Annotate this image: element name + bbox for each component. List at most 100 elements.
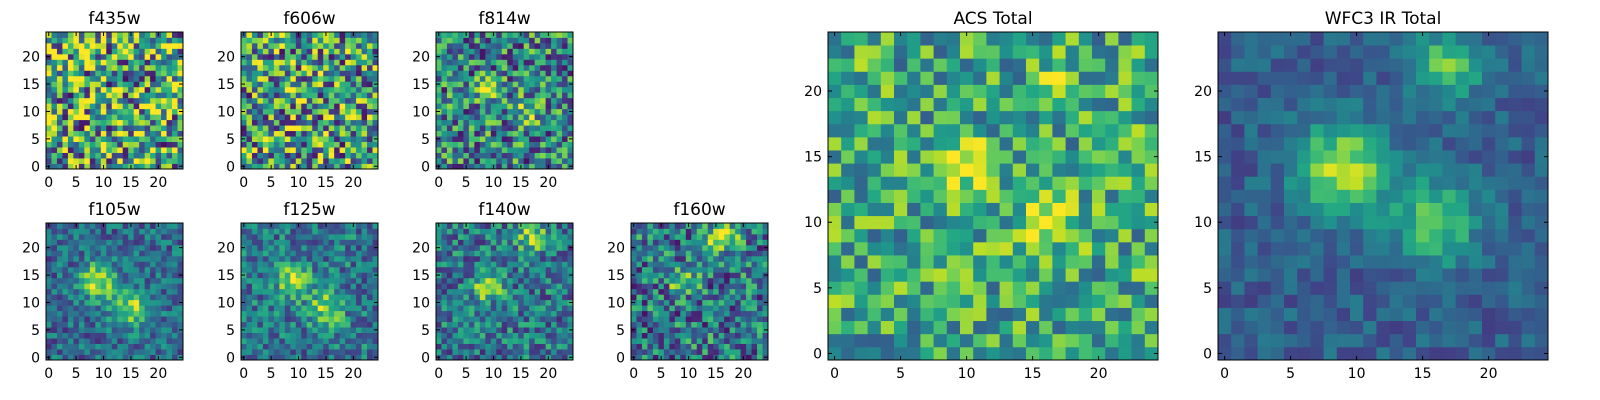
heatmap-cell <box>534 152 541 159</box>
heatmap-cell <box>907 176 921 190</box>
heatmap-cell <box>446 343 453 350</box>
heatmap-cell <box>707 255 714 262</box>
heatmap-cell <box>518 310 525 317</box>
heatmap-cell <box>78 228 85 235</box>
heatmap-cell <box>485 86 492 93</box>
heatmap-cell <box>724 321 731 328</box>
heatmap-cell <box>111 37 118 44</box>
heatmap-cell <box>122 163 129 170</box>
heatmap-cell <box>73 228 80 235</box>
heatmap-cell <box>556 305 563 312</box>
heatmap-cell <box>241 42 247 49</box>
heatmap-cell <box>507 70 514 77</box>
heatmap-cell <box>100 288 107 295</box>
heatmap-cell <box>894 163 908 177</box>
heatmap-cell <box>556 59 563 66</box>
heatmap-cell <box>696 338 703 344</box>
heatmap-cell <box>111 250 118 257</box>
heatmap-cell <box>641 272 648 279</box>
heatmap-cell <box>246 75 253 82</box>
heatmap-cell <box>452 338 459 344</box>
heatmap-cell <box>1065 241 1080 256</box>
heatmap-cell <box>1131 294 1146 308</box>
heatmap-cell <box>762 239 769 246</box>
heatmap-cell <box>62 233 69 240</box>
heatmap-cell <box>1012 255 1027 269</box>
heatmap-cell <box>735 299 741 306</box>
heatmap-cell <box>139 277 146 284</box>
heatmap-cell <box>328 59 335 66</box>
heatmap-cell <box>540 141 546 148</box>
heatmap-cell <box>468 53 475 60</box>
heatmap-cell <box>529 141 536 148</box>
heatmap-cell <box>367 354 373 361</box>
heatmap-cell <box>95 108 102 115</box>
heatmap-cell <box>551 239 557 246</box>
heatmap-cell <box>496 108 503 115</box>
heatmap-cell <box>345 64 351 71</box>
heatmap-cell <box>740 321 747 328</box>
heatmap-cell <box>674 272 681 279</box>
heatmap-cell <box>56 59 63 66</box>
heatmap-cell <box>323 228 330 235</box>
heatmap-cell <box>111 125 118 132</box>
heatmap-cell <box>306 70 313 77</box>
heatmap-cell <box>507 233 514 240</box>
heatmap-cell <box>841 320 855 335</box>
heatmap-cell <box>641 316 648 323</box>
heatmap-cell <box>251 277 258 284</box>
heatmap-cell <box>166 125 173 132</box>
heatmap-cell <box>1144 294 1159 308</box>
heatmap-cell <box>133 327 140 333</box>
heatmap-cell <box>350 114 357 121</box>
heatmap-cell <box>529 277 536 284</box>
heatmap-cell <box>507 316 514 323</box>
heatmap-cell <box>920 202 934 217</box>
heatmap-cell <box>1092 241 1106 256</box>
heatmap-cell <box>323 266 330 273</box>
heatmap-cell <box>350 343 357 350</box>
heatmap-cell <box>663 332 670 339</box>
heatmap-cell <box>117 92 124 99</box>
heatmap-cell <box>62 266 69 273</box>
heatmap-cell <box>523 32 530 38</box>
heatmap-cell <box>345 228 351 235</box>
heatmap-cell <box>262 299 269 306</box>
heatmap-cell <box>345 233 351 240</box>
heatmap-cell <box>1078 215 1093 230</box>
heatmap-cell <box>367 114 373 121</box>
heatmap-cell <box>658 316 665 323</box>
heatmap-cell <box>663 338 670 344</box>
heatmap-cell <box>746 288 752 295</box>
heatmap-cell <box>284 92 291 99</box>
heatmap-cell <box>144 92 151 99</box>
heatmap-cell <box>284 255 291 262</box>
heatmap-cell <box>658 288 665 295</box>
heatmap-cell <box>155 321 162 328</box>
heatmap-cell <box>84 272 91 279</box>
heatmap-cell <box>323 277 330 284</box>
heatmap-cell <box>746 321 752 328</box>
heatmap-cell <box>702 294 709 301</box>
heatmap-cell <box>84 233 91 240</box>
heatmap-cell <box>658 327 665 333</box>
heatmap-cell <box>485 70 492 77</box>
heatmap-cell <box>312 81 319 88</box>
heatmap-cell <box>328 250 335 257</box>
heatmap-cell <box>139 255 146 262</box>
heatmap-cell <box>356 261 362 268</box>
heatmap-cell <box>361 338 368 344</box>
heatmap-cell <box>691 338 698 344</box>
heatmap-cell <box>295 53 302 60</box>
heatmap-cell <box>317 349 324 355</box>
heatmap-cell <box>441 223 448 229</box>
heatmap-cell <box>67 233 74 240</box>
heatmap-cell <box>306 239 313 246</box>
heatmap-cell <box>89 244 96 251</box>
heatmap-cell <box>762 310 769 317</box>
heatmap-cell <box>339 310 346 317</box>
heatmap-cell <box>251 64 258 71</box>
heatmap-cell <box>691 316 698 323</box>
heatmap-cell <box>436 266 442 273</box>
heatmap-cell <box>735 343 741 350</box>
